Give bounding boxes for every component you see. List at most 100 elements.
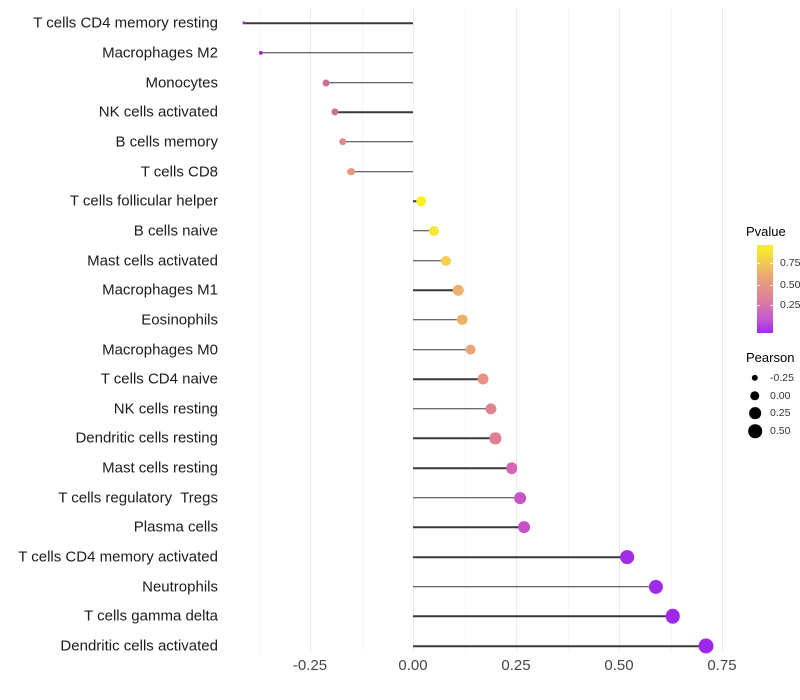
pearson-size-legend: Pearson -0.25 0.00 0.25 0.50 bbox=[746, 350, 800, 438]
lollipop-stem bbox=[326, 81, 413, 84]
lollipop-stem bbox=[413, 526, 525, 529]
major-gridline bbox=[310, 8, 311, 652]
data-point-dot bbox=[331, 108, 339, 116]
pvalue-tick-label: 0.25 bbox=[780, 298, 800, 311]
y-axis-category-label: Dendritic cells resting bbox=[75, 429, 218, 447]
data-point-dot bbox=[347, 167, 356, 176]
pearson-size-key-dot bbox=[750, 390, 760, 401]
data-point-dot bbox=[477, 373, 489, 385]
data-point-dot bbox=[440, 255, 452, 266]
lollipop-stem bbox=[413, 259, 446, 262]
lollipop-stem bbox=[413, 348, 471, 351]
major-gridline bbox=[722, 8, 723, 652]
data-point-dot bbox=[485, 403, 497, 415]
y-axis-category-label: B cells naive bbox=[133, 222, 218, 240]
lollipop-stem bbox=[413, 467, 512, 469]
x-axis-tick-label: 0.75 bbox=[707, 657, 737, 674]
data-point-dot bbox=[518, 521, 531, 534]
pearson-size-key-label: -0.25 bbox=[770, 372, 794, 384]
minor-gridline bbox=[361, 8, 363, 652]
pearson-size-key-dot bbox=[748, 424, 762, 438]
y-axis-category-label: B cells memory bbox=[115, 133, 218, 151]
colorbar-tick-mark bbox=[770, 285, 773, 287]
lollipop-stem bbox=[413, 556, 628, 558]
data-point-dot bbox=[489, 432, 502, 445]
y-axis-category-label: Plasma cells bbox=[133, 518, 218, 536]
lollipop-stem bbox=[351, 170, 413, 173]
lollipop-stem bbox=[413, 378, 484, 380]
data-point-dot bbox=[698, 638, 714, 654]
pearson-legend-title: Pearson bbox=[746, 350, 795, 365]
lollipop-stem bbox=[260, 52, 413, 54]
minor-gridline bbox=[464, 8, 466, 652]
pearson-size-key-label: 0.25 bbox=[770, 407, 791, 420]
pearson-size-key-label: 0.50 bbox=[770, 425, 791, 438]
y-axis-category-label: NK cells activated bbox=[98, 103, 218, 121]
lollipop-stem bbox=[413, 615, 673, 618]
lollipop-stem bbox=[413, 319, 463, 321]
data-point-dot bbox=[457, 314, 468, 326]
data-point-dot bbox=[514, 491, 526, 504]
pearson-size-key-label: 0.00 bbox=[770, 389, 791, 402]
y-axis-category-label: Macrophages M1 bbox=[102, 281, 218, 299]
x-axis-tick-label: 0.00 bbox=[398, 657, 428, 674]
data-point-dot bbox=[465, 344, 477, 355]
colorbar-tick-mark bbox=[757, 285, 760, 287]
colorbar-tick-mark bbox=[770, 263, 773, 265]
minor-gridline bbox=[670, 8, 672, 652]
y-axis-category-label: Eosinophils bbox=[141, 311, 218, 329]
colorbar-tick-mark bbox=[757, 263, 760, 265]
y-axis-category-label: T cells CD4 naive bbox=[100, 370, 218, 388]
lollipop-stem bbox=[413, 585, 657, 588]
pvalue-tick-label: 0.75 bbox=[780, 257, 800, 270]
pearson-size-key-dot bbox=[749, 407, 761, 420]
y-axis-category-label: T cells regulatory Tregs bbox=[58, 489, 218, 507]
pvalue-color-legend: Pvalue 0.75 0.50 0.25 bbox=[746, 224, 800, 333]
y-axis-category-label: Neutrophils bbox=[142, 578, 218, 596]
data-point-dot bbox=[665, 609, 680, 624]
x-axis-tick-label: 0.25 bbox=[501, 657, 531, 674]
y-axis-category-label: T cells CD8 bbox=[140, 163, 218, 181]
x-axis-tick-label: 0.50 bbox=[604, 657, 634, 674]
data-point-dot bbox=[620, 550, 635, 564]
lollipop-stem bbox=[413, 437, 496, 440]
pvalue-gradient-bar bbox=[757, 245, 773, 333]
y-axis-category-label: Monocytes bbox=[145, 74, 218, 92]
lollipop-stem bbox=[342, 141, 413, 143]
y-axis-category-label: Mast cells resting bbox=[102, 459, 218, 477]
data-point-dot bbox=[648, 579, 664, 594]
y-axis-category-label: Macrophages M2 bbox=[102, 44, 218, 62]
lollipop-stem bbox=[244, 22, 413, 25]
data-point-dot bbox=[322, 79, 330, 87]
colorbar-tick-mark bbox=[770, 304, 773, 306]
y-axis-category-label: T cells CD4 memory resting bbox=[33, 14, 218, 32]
lollipop-stem bbox=[413, 230, 434, 232]
lollipop-stem bbox=[334, 111, 413, 113]
data-point-dot bbox=[428, 225, 439, 236]
y-axis-category-label: T cells follicular helper bbox=[69, 192, 218, 210]
minor-gridline bbox=[567, 8, 569, 652]
pvalue-tick-label: 0.50 bbox=[780, 279, 800, 292]
colorbar-tick-mark bbox=[757, 304, 760, 306]
lollipop-stem bbox=[413, 289, 459, 291]
y-axis-category-label: T cells gamma delta bbox=[84, 607, 218, 625]
minor-gridline bbox=[258, 8, 260, 652]
major-gridline bbox=[619, 8, 620, 652]
x-axis-tick-label: -0.25 bbox=[292, 657, 328, 674]
y-axis-category-label: Mast cells activated bbox=[87, 252, 218, 270]
major-gridline bbox=[413, 8, 414, 652]
pearson-size-key-dot bbox=[751, 374, 759, 382]
data-point-dot bbox=[258, 50, 263, 56]
y-axis-category-label: NK cells resting bbox=[113, 400, 218, 418]
data-point-dot bbox=[339, 138, 347, 146]
pvalue-legend-title: Pvalue bbox=[746, 224, 786, 239]
y-axis-category-label: T cells CD4 memory activated bbox=[18, 548, 218, 566]
lollipop-stem bbox=[413, 645, 706, 647]
data-point-dot bbox=[242, 21, 246, 25]
major-gridline bbox=[516, 8, 517, 652]
data-point-dot bbox=[506, 462, 518, 474]
y-axis-category-label: Macrophages M0 bbox=[102, 341, 218, 358]
lollipop-stem bbox=[413, 408, 492, 410]
data-point-dot bbox=[453, 284, 464, 296]
